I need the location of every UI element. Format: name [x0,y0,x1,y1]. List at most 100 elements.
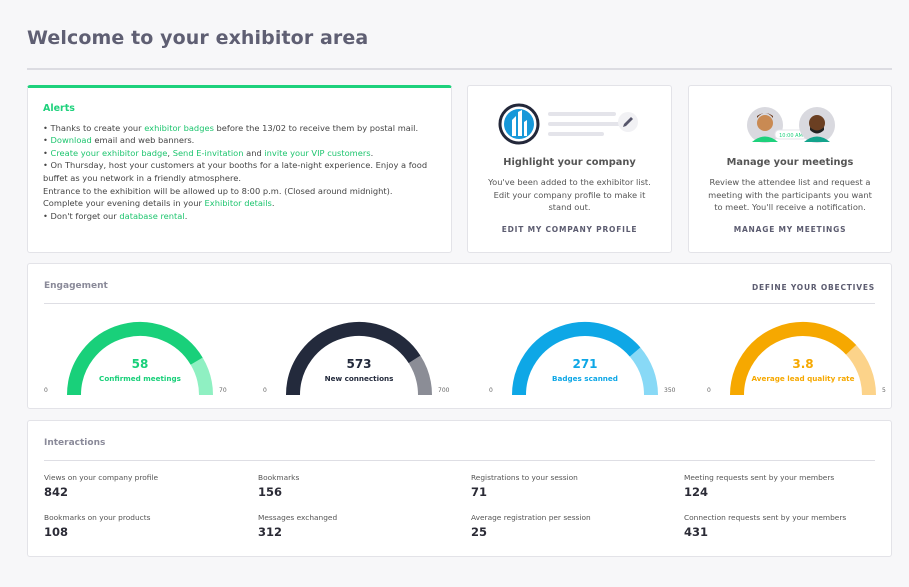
stat-label: Bookmarks [258,473,300,482]
exhibitor-details-link[interactable]: Exhibitor details [204,198,272,209]
alert-text: • [43,147,51,158]
alerts-card: Alerts • Thanks to create your exhibitor… [27,85,452,253]
gauge-value: 573 [346,357,372,371]
manage-meetings-title: Manage your meetings [726,157,854,168]
gauge-value: 3.8 [792,357,814,371]
alert-text: email and web banners. [91,135,195,146]
engagement-panel: Engagement DEFINE YOUR OBECTIVES 58 Conf… [27,263,892,409]
alert-line: Entrance to the exhibition will be allow… [43,185,393,196]
gauge-confirmed-meetings: 58 Confirmed meetings 0 70 [44,320,227,400]
gauge-min: 0 [489,387,493,394]
description-line: You've been added to the exhibitor list. [488,177,651,187]
alerts-title: Alerts [43,103,75,114]
stat-value: 124 [684,485,709,499]
engagement-divider [44,303,875,304]
gauge-max: 350 [664,387,676,394]
gauge-new-connections: 573 New connections 0 700 [263,320,449,400]
manage-meetings-link[interactable]: MANAGE MY MEETINGS [733,225,847,234]
gauge-value-arc [512,322,641,396]
stat-value: 108 [44,525,69,539]
alert-line: • Don't forget our database rental. [43,210,436,223]
stat-meeting-requests: Meeting requests sent by your members 12… [684,473,884,499]
create-badge-link[interactable]: Create your exhibitor badge [50,147,168,158]
stat-product-bookmarks: Bookmarks on your products 108 [44,513,244,539]
interactions-divider [44,460,875,461]
manage-meetings-card: 10:00 AM Manage your meetings Review the… [688,85,892,253]
description-line: stand out. [548,202,591,212]
gauge-value-arc [286,322,421,396]
gauge-remaining-arc [845,345,876,396]
alert-text: and [243,147,265,158]
alert-line: Complete your evening details in your Ex… [43,197,436,210]
gauge-max: 700 [438,387,450,394]
alert-text: before the 13/02 to receive them by post… [213,122,419,133]
send-invitation-link[interactable]: Send E-invitation [172,147,244,158]
gauge-remaining-arc [190,357,213,396]
stat-session-registrations: Registrations to your session 71 [471,473,671,499]
alert-text: . [271,198,275,209]
interactions-title: Interactions [44,438,106,448]
alert-text: • Thanks to create your [43,122,145,133]
stat-label: Registrations to your session [471,473,578,482]
stat-label: Views on your company profile [44,473,159,482]
person-avatar-icon [747,107,783,143]
alert-text: . [370,147,374,158]
gauge-arc [512,322,658,396]
meetings-illustration: 10:00 AM [689,98,891,158]
gauge-arc [286,322,432,396]
gauge-value: 58 [131,357,149,371]
alert-text: Complete your evening details in your [43,198,205,209]
page-title: Welcome to your exhibitor area [27,27,369,49]
invite-vip-link[interactable]: invite your VIP customers [264,147,371,158]
gauge-min: 0 [263,387,267,394]
stat-value: 25 [471,525,488,539]
gauge-min: 0 [44,387,48,394]
alert-line: • Download email and web banners. [43,134,436,147]
gauge-arc [730,322,876,396]
exhibitor-badges-link[interactable]: exhibitor badges [144,122,214,133]
gauge-max: 70 [219,387,227,394]
alert-line: • Create your exhibitor badge, Send E-in… [43,147,436,160]
stat-bookmarks: Bookmarks 156 [258,473,458,499]
meeting-time-badge: 10:00 AM [779,133,803,139]
stat-label: Messages exchanged [258,513,338,522]
stat-value: 431 [684,525,709,539]
gauge-badges-scanned: 271 Badges scanned 0 350 [489,320,675,400]
description-line: Review the attendee list and request a [709,177,871,187]
gauge-label: Confirmed meetings [99,374,181,383]
building-logo-icon [498,103,540,145]
highlight-company-card: Highlight your company You've been added… [467,85,672,253]
stat-label: Connection requests sent by your members [684,513,847,522]
gauge-min: 0 [707,387,711,394]
alert-text: • Don't forget our [43,210,120,221]
description-line: meeting with the participants you want [708,189,872,200]
download-link[interactable]: Download [50,135,92,146]
alert-line: buffet as you network in a friendly atmo… [43,172,241,183]
stat-label: Average registration per session [471,513,591,522]
define-objectives-link[interactable]: DEFINE YOUR OBECTIVES [751,283,875,292]
engagement-title: Engagement [44,281,108,291]
gauge-value: 271 [572,357,598,371]
stat-messages-exchanged: Messages exchanged 312 [258,513,458,539]
stat-connection-requests: Connection requests sent by your members… [684,513,884,539]
stat-value: 71 [471,485,488,499]
gauge-value-arc [730,322,857,396]
alert-text: , [167,147,173,158]
company-profile-illustration [468,98,671,158]
stat-value: 156 [258,485,283,499]
stat-average-registration: Average registration per session 25 [471,513,671,539]
interactions-panel: Interactions Views on your company profi… [27,420,892,557]
description-line: Edit your company profile to make it [493,189,646,200]
description-line: to meet. You'll receive a notification. [714,202,866,212]
stat-value: 842 [44,485,69,499]
database-rental-link[interactable]: database rental [119,210,185,221]
gauge-arc [67,322,213,396]
highlight-company-title: Highlight your company [503,157,636,168]
gauge-label: Average lead quality rate [751,374,855,383]
edit-company-profile-link[interactable]: EDIT MY COMPANY PROFILE [501,225,638,234]
gauge-remaining-arc [629,347,658,396]
alert-line: • On Thursday, host your customers at yo… [43,160,428,171]
gauge-average-lead-quality: 3.8 Average lead quality rate 0 5 [707,320,886,400]
gauge-value-arc [67,322,203,396]
stat-value: 312 [258,525,283,539]
